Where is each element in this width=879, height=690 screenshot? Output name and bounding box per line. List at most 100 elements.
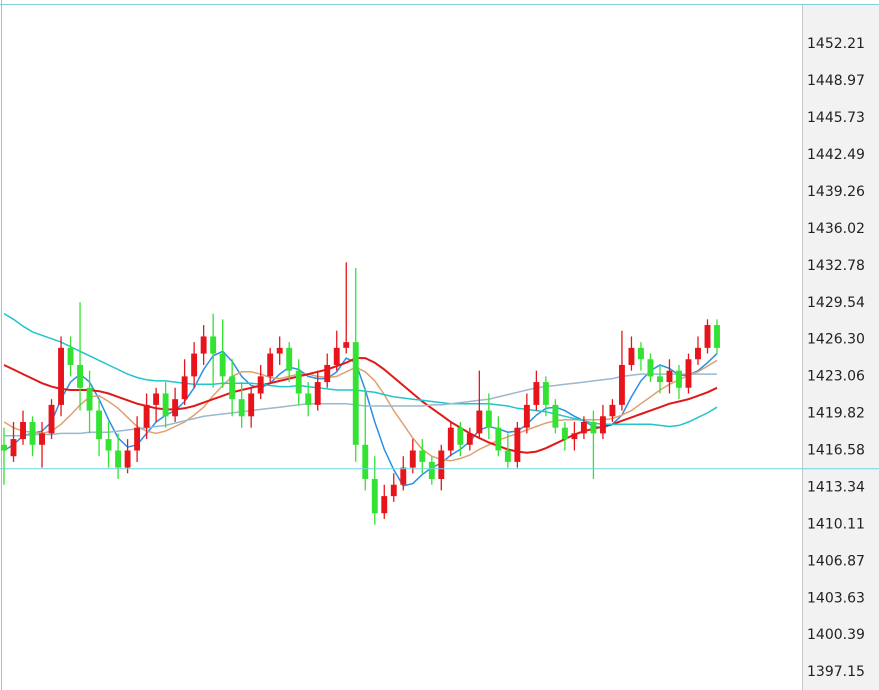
candle-body	[153, 393, 160, 405]
candle-body	[77, 364, 84, 388]
candle	[229, 359, 236, 417]
candle	[238, 382, 245, 428]
candle-body	[685, 359, 692, 388]
candle-body	[229, 376, 236, 400]
candle	[276, 336, 283, 365]
candle-body	[523, 404, 530, 428]
candle	[324, 353, 331, 388]
candle-body	[580, 421, 587, 434]
price-axis-ticks: 1452.21 1448.97 1445.73 1442.49 1439.26 1436.…	[807, 36, 865, 680]
candle-body	[447, 427, 454, 451]
y-tick-label: 1410.11	[807, 516, 865, 532]
candle-body	[561, 427, 568, 440]
candle-body	[238, 399, 245, 417]
candle	[714, 319, 720, 354]
y-tick-label: 1426.30	[807, 332, 865, 348]
candle-body	[267, 353, 274, 377]
candle-body	[637, 347, 644, 360]
y-tick-label: 1406.87	[807, 553, 865, 569]
candle-body	[495, 427, 502, 451]
y-tick-label: 1432.78	[807, 258, 865, 274]
candle-body	[533, 382, 540, 405]
candle	[10, 421, 17, 462]
candle	[685, 353, 692, 394]
candle	[542, 376, 549, 417]
candle-body	[314, 382, 321, 405]
candle-body	[657, 376, 663, 383]
candle	[48, 399, 55, 440]
candle	[390, 473, 397, 502]
candle-body	[115, 450, 122, 468]
candle	[124, 439, 131, 474]
y-tick-label: 1400.39	[807, 627, 865, 643]
candle	[504, 433, 511, 468]
y-tick-label: 1423.06	[807, 369, 865, 385]
candle	[523, 393, 530, 434]
candle	[67, 336, 74, 377]
candle-body	[381, 496, 388, 514]
candle-body	[67, 347, 74, 365]
candle	[428, 456, 435, 485]
y-tick-label: 1429.54	[807, 295, 865, 311]
candle	[162, 382, 169, 428]
candle-body	[257, 376, 264, 394]
candle-body	[172, 399, 179, 417]
candle-body	[362, 444, 369, 480]
candles-layer	[1, 262, 720, 525]
candle-body	[628, 347, 635, 365]
candle	[637, 342, 644, 371]
candle	[134, 416, 141, 462]
candle-body	[219, 353, 226, 377]
candle	[143, 393, 150, 440]
candle-body	[1, 444, 7, 451]
candle-body	[324, 364, 331, 383]
candle-body	[676, 370, 682, 388]
candle-body	[143, 404, 150, 428]
candle-body	[552, 404, 559, 428]
candle-body	[485, 410, 492, 428]
plot-background	[0, 0, 802, 690]
candle-body	[39, 433, 45, 445]
candle	[438, 444, 445, 491]
y-tick-label: 1445.73	[807, 110, 865, 126]
candle	[400, 456, 407, 491]
series-line-ma-mid	[3, 359, 718, 462]
candle-body	[162, 393, 169, 417]
candle-body	[400, 467, 407, 485]
candle	[314, 370, 321, 411]
candle-body	[599, 416, 606, 434]
candle-body	[105, 439, 112, 451]
candle-body	[514, 427, 521, 462]
candle-body	[695, 347, 701, 360]
candle	[191, 342, 198, 388]
candle	[105, 421, 112, 468]
candle	[666, 359, 673, 394]
candle	[657, 364, 663, 394]
candle	[599, 404, 606, 440]
candle	[514, 421, 521, 468]
candle	[115, 433, 122, 480]
candle	[457, 421, 464, 457]
candle-body	[504, 450, 511, 462]
candle-body	[124, 450, 131, 468]
candle-body	[276, 347, 283, 354]
candle	[29, 416, 36, 457]
candle-body	[714, 325, 720, 348]
candle-body	[10, 439, 17, 457]
candle-body	[305, 393, 312, 405]
candle-body	[390, 484, 397, 497]
candle	[704, 319, 711, 354]
y-tick-label: 1448.97	[807, 73, 865, 89]
candle	[695, 336, 701, 365]
candle-body	[476, 410, 483, 434]
candle-body	[352, 342, 359, 445]
y-tick-label: 1403.63	[807, 590, 865, 606]
candle-body	[419, 450, 426, 462]
candle	[676, 364, 682, 400]
candle	[618, 330, 625, 411]
candle	[20, 410, 26, 445]
candle	[333, 330, 340, 371]
candle	[96, 399, 103, 457]
candle	[267, 347, 274, 383]
candle-body	[618, 364, 625, 405]
